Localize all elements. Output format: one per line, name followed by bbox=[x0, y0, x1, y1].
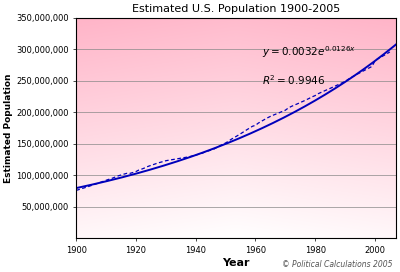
Text: © Political Calculations 2005: © Political Calculations 2005 bbox=[282, 260, 392, 269]
Text: $R^2 = 0.9946$: $R^2 = 0.9946$ bbox=[262, 73, 325, 87]
Title: Estimated U.S. Population 1900-2005: Estimated U.S. Population 1900-2005 bbox=[132, 4, 340, 14]
Text: $y = 0.0032e^{0.0126x}$: $y = 0.0032e^{0.0126x}$ bbox=[262, 44, 356, 60]
X-axis label: Year: Year bbox=[222, 258, 250, 268]
Y-axis label: Estimated Population: Estimated Population bbox=[4, 73, 13, 183]
